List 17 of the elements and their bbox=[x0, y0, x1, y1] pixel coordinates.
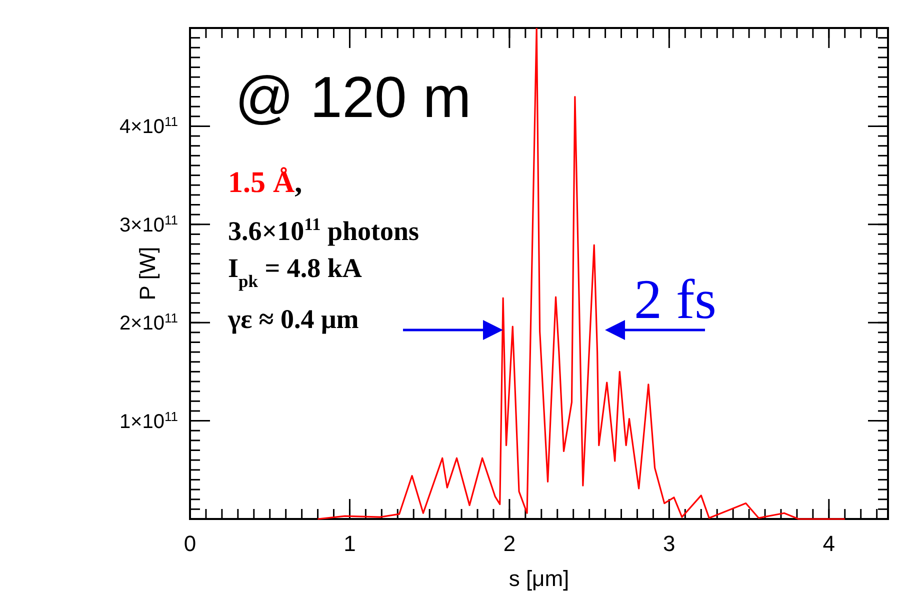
x-tick-label: 0 bbox=[184, 531, 196, 556]
x-axis-title: s [μm] bbox=[508, 566, 570, 591]
y-tick-label: 1×10$^{11}$ bbox=[119, 408, 178, 433]
annotation: 2 fs bbox=[634, 269, 716, 331]
x-tick-label: 4 bbox=[822, 531, 836, 556]
annotation: I$_{pk}$ = 4.8 kA bbox=[228, 253, 362, 291]
x-tick-label: 3 bbox=[663, 531, 676, 556]
x-tick-label: 2 bbox=[503, 531, 516, 556]
x-tick-label: 1 bbox=[344, 531, 356, 556]
y-tick-label: 2×10$^{11}$ bbox=[119, 310, 178, 335]
annotation: 1.5 Å, bbox=[228, 166, 302, 199]
y-tick-label: 4×10$^{11}$ bbox=[119, 114, 178, 138]
y-tick-label: 3×10$^{11}$ bbox=[119, 212, 178, 236]
annotation: 3.6×10$^{11}$ photons bbox=[228, 214, 420, 246]
y-axis-title: P [W] bbox=[135, 246, 160, 300]
annotation: γε ≈ 0.4 μm bbox=[227, 304, 360, 334]
annotation: @ 120 m bbox=[235, 65, 472, 130]
